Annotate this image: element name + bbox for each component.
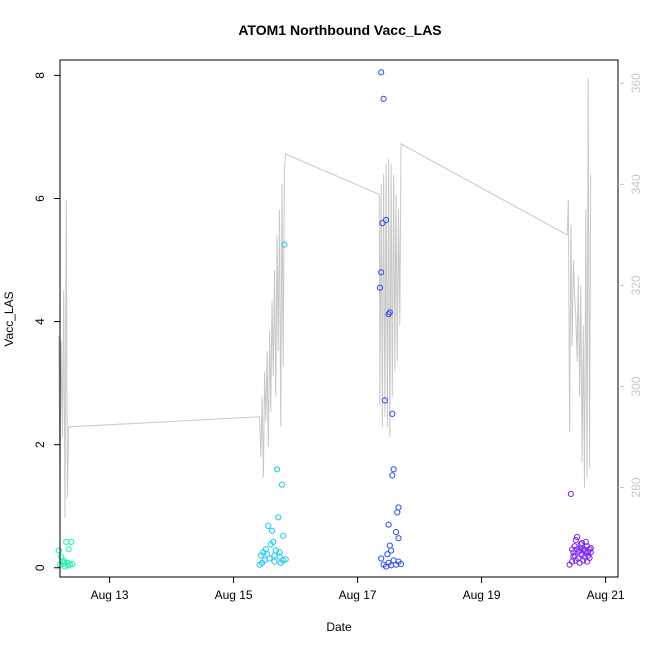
x-tick-label: Aug 17 <box>339 588 377 602</box>
axes: Aug 13 Aug 15 Aug 17 Aug 19 Aug 21 0 2 4 6 8 280 30… <box>33 59 643 602</box>
y2-tick-label: 320 <box>629 275 643 295</box>
scatter-point <box>68 538 75 546</box>
scatter-point <box>395 504 402 511</box>
scatter-point <box>69 561 76 568</box>
scatter-point <box>61 557 68 565</box>
scatter-point <box>574 533 581 541</box>
scatter-point <box>385 521 392 528</box>
scatter-point <box>273 466 281 473</box>
scatter-point <box>392 529 400 536</box>
scatter-point <box>380 95 387 102</box>
scatter-point <box>265 522 272 530</box>
scatter-point <box>394 509 401 516</box>
x-tick-label: Aug 13 <box>91 588 129 602</box>
scatter-point <box>379 220 386 227</box>
x-tick-label: Aug 15 <box>215 588 253 602</box>
scatter-point <box>577 541 584 548</box>
scatter-point <box>572 537 579 544</box>
scatter-point <box>569 546 576 553</box>
y-tick-label: 8 <box>33 72 47 79</box>
scatter-point <box>587 545 594 552</box>
scatter-point <box>587 549 594 556</box>
scatter-point <box>275 514 282 521</box>
scatter-point <box>586 554 593 562</box>
scatter-point <box>276 549 283 556</box>
y-tick-label: 0 <box>33 564 47 571</box>
scatter-point <box>280 557 287 564</box>
scatter-point <box>55 547 62 554</box>
scatter-point <box>381 397 388 404</box>
y2-tick-label: 280 <box>629 477 643 497</box>
scatter-point <box>570 553 577 560</box>
scatter-point <box>383 216 390 224</box>
scatter-point <box>390 466 397 473</box>
y-tick-label: 4 <box>33 318 47 325</box>
scatter-point <box>65 562 72 569</box>
scatter-point <box>397 561 405 568</box>
scatter-point <box>386 542 393 549</box>
scatter-point <box>376 284 383 291</box>
scatter-point <box>384 551 391 558</box>
scatter-layer <box>55 69 594 570</box>
scatter-point <box>567 490 575 497</box>
scatter-point <box>63 538 70 546</box>
scatter-point <box>389 410 396 417</box>
scatter-point <box>395 535 402 542</box>
scatter-point <box>281 241 288 248</box>
scatter-point <box>388 547 395 554</box>
x-tick-label: Aug 21 <box>587 588 625 602</box>
plot-frame <box>59 59 619 578</box>
scatter-point <box>385 311 392 318</box>
y-axis-label: Vacc_LAS <box>2 291 16 346</box>
scatter-point <box>266 555 273 562</box>
scatter-point <box>278 481 286 488</box>
y2-tick-label: 300 <box>629 376 643 396</box>
x-tick-label: Aug 19 <box>463 588 501 602</box>
scatter-point <box>389 472 396 479</box>
secondary-line <box>58 78 592 518</box>
scatter-point <box>271 552 278 559</box>
secondary-line-layer <box>58 78 592 518</box>
y-tick-label: 6 <box>33 195 47 202</box>
scatter-point <box>378 69 385 76</box>
scatter-point <box>65 546 72 553</box>
y2-tick-label: 340 <box>629 174 643 194</box>
y2-tick-label: 360 <box>629 73 643 93</box>
scatter-point <box>270 538 277 546</box>
scatter-point <box>268 527 276 534</box>
y-tick-label: 2 <box>33 441 47 448</box>
scatter-point <box>378 269 385 276</box>
chart-title: ATOM1 Northbound Vacc_LAS <box>238 22 441 38</box>
scatter-point <box>280 532 287 539</box>
scatter-point <box>378 555 385 562</box>
scatter-point <box>271 558 278 565</box>
scatter-point <box>388 562 395 569</box>
scatter-point <box>582 538 589 546</box>
x-axis-label: Date <box>326 620 352 634</box>
